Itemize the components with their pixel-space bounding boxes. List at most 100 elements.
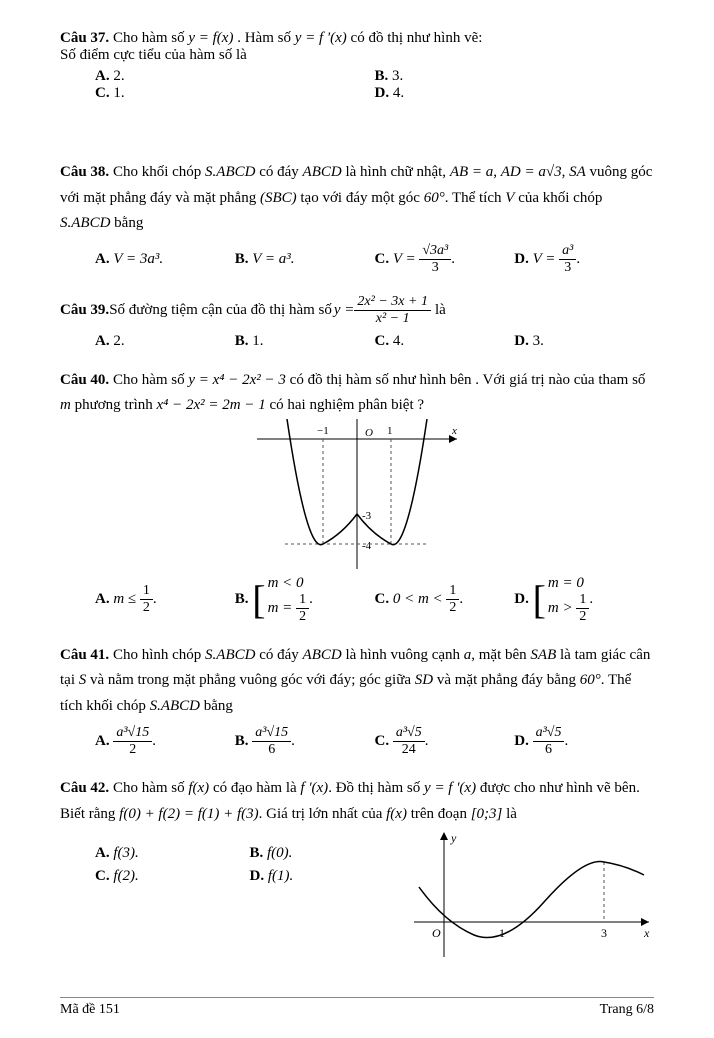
- label-b: B.: [235, 251, 249, 267]
- q42-e3: y = f '(x): [424, 780, 476, 796]
- q38-stem: Câu 38. Cho khối chóp S.ABCD có đáy ABCD…: [60, 160, 654, 237]
- label-d: D.: [514, 250, 529, 266]
- question-39: Câu 39. Số đường tiệm cận của đồ thị hàm…: [60, 294, 654, 350]
- q40-a-den: 2: [140, 600, 153, 616]
- q41-a-den: 2: [113, 742, 152, 758]
- q37-text2: . Hàm số: [237, 30, 295, 46]
- q40-d-top: m = 0: [548, 575, 589, 592]
- label-c: C.: [95, 868, 110, 884]
- q41-t3: là hình vuông cạnh: [342, 647, 464, 663]
- q40-b-pre: m =: [268, 599, 296, 615]
- q38-b-val: V = a³.: [252, 251, 294, 267]
- q38-t3: là hình chữ nhật,: [342, 164, 450, 180]
- q38-d-num: a³: [559, 243, 576, 260]
- q38-c-den: 3: [419, 260, 451, 276]
- q40-graph-wrap: O x −1 1 -3 -4: [60, 419, 654, 569]
- q41-b-den: 6: [252, 742, 291, 758]
- q37-opt-c: C. 1.: [95, 85, 375, 102]
- q42-a-val: f(3).: [113, 845, 138, 861]
- q40-t2: có đồ thị hàm số như hình bên . Với giá …: [286, 372, 645, 388]
- label-d: D.: [375, 85, 390, 101]
- q39-a-val: 2.: [113, 333, 124, 349]
- q42-t6: trên đoạn: [407, 806, 471, 822]
- label-c: C.: [375, 733, 390, 749]
- q42-e4: f(0) + f(2) = f(1) + f(3): [119, 806, 259, 822]
- q39-label: Câu 39.: [60, 302, 109, 319]
- q42-t1: Cho hàm số: [109, 780, 188, 796]
- q42-opt-c: C. f(2).: [95, 868, 250, 885]
- label-d: D.: [514, 591, 529, 608]
- label-b: B.: [235, 591, 249, 608]
- q38-opt-a: A. V = 3a³.: [95, 251, 235, 268]
- label-c: C.: [375, 591, 390, 607]
- q41-t4: , mặt bên: [471, 647, 530, 663]
- q41-opt-d: D. a³√56.: [514, 725, 654, 758]
- label-a: A.: [95, 591, 110, 607]
- q42-opt-b: B. f(0).: [250, 845, 405, 862]
- q39-den: x² − 1: [354, 311, 431, 327]
- q42-options: A. f(3). B. f(0). C. f(2). D. f(1).: [95, 845, 404, 885]
- label-b: B.: [250, 845, 264, 861]
- q40-c-num: 1: [446, 583, 459, 600]
- q42-O: O: [432, 926, 441, 940]
- q40-opt-d: D. [ m = 0 m > 12 .: [514, 575, 654, 625]
- q40-c-den: 2: [446, 600, 459, 616]
- q39-yeq: y =: [334, 302, 355, 319]
- q38-t7: tạo với đáy một góc: [297, 190, 424, 206]
- q40-b-num: 1: [296, 592, 309, 609]
- q40-stem: Câu 40. Cho hàm số y = x⁴ − 2x² − 3 có đ…: [60, 368, 654, 419]
- footer-right: Trang 6/8: [600, 1002, 654, 1018]
- q40-d-den: 2: [576, 609, 589, 625]
- q37-opt-d: D. 4.: [375, 85, 655, 102]
- q41-opt-c: C. a³√524.: [375, 725, 515, 758]
- q40-c-pre: 0 < m <: [393, 591, 447, 607]
- label-d: D.: [250, 868, 265, 884]
- label-d: D.: [514, 333, 529, 349]
- q41-t2: có đáy: [255, 647, 302, 663]
- q42-graph: y x O 1 3: [404, 827, 654, 967]
- q37-stem: Câu 37. Cho hàm số y = f(x) . Hàm số y =…: [60, 30, 654, 47]
- q40-opt-b: B. [ m < 0 m = 12 .: [235, 575, 375, 625]
- q40-b-top: m < 0: [268, 575, 309, 592]
- q40-opt-a: A. m ≤ 12.: [95, 583, 235, 616]
- q39-stem: Câu 39. Số đường tiệm cận của đồ thị hàm…: [60, 294, 654, 327]
- q41-stem: Câu 41. Cho hình chóp S.ABCD có đáy ABCD…: [60, 643, 654, 720]
- q40-e3: x⁴ − 2x² = 2m − 1: [157, 397, 266, 413]
- q42-graph-wrap: y x O 1 3: [404, 827, 654, 967]
- q37-b-val: 3.: [392, 68, 403, 84]
- footer-left: Mã đề 151: [60, 1002, 120, 1018]
- q37-line2: Số điểm cực tiểu của hàm số là: [60, 47, 654, 64]
- q42-e2: f '(x): [300, 780, 328, 796]
- q39-t2: là: [435, 302, 446, 319]
- q40-d-num: 1: [576, 592, 589, 609]
- q38-e7: 60°: [424, 190, 445, 206]
- q38-e4: AD = a√3: [501, 164, 562, 180]
- q38-t9: của khối chóp: [514, 190, 602, 206]
- q41-d-num: a³√5: [533, 725, 565, 742]
- q37-opt-b: B. 3.: [375, 68, 655, 85]
- q37-c-val: 1.: [113, 85, 124, 101]
- q39-num: 2x² − 3x + 1: [354, 294, 431, 311]
- label-a: A.: [95, 733, 110, 749]
- q40-e1: y = x⁴ − 2x² − 3: [188, 372, 286, 388]
- q38-a-val: V = 3a³.: [113, 251, 163, 267]
- q42-opt-a: A. f(3).: [95, 845, 250, 862]
- q42-y-label: y: [450, 831, 457, 845]
- q38-e3: AB = a: [450, 164, 493, 180]
- svg-text:1: 1: [387, 425, 393, 437]
- q42-e5: f(x): [386, 806, 407, 822]
- q40-t3: phương trình: [71, 397, 157, 413]
- q39-opt-d: D. 3.: [514, 333, 654, 350]
- q42-label: Câu 42.: [60, 780, 109, 796]
- q37-a-val: 2.: [113, 68, 124, 84]
- q37-eq2: y = f '(x): [295, 30, 347, 46]
- q42-opt-d: D. f(1).: [250, 868, 405, 885]
- q41-b-num: a³√15: [252, 725, 291, 742]
- q38-c-num: √3a³: [419, 243, 451, 260]
- q41-t1: Cho hình chóp: [109, 647, 205, 663]
- q38-label: Câu 38.: [60, 164, 109, 180]
- q37-text3: có đồ thị như hình vẽ:: [351, 30, 483, 46]
- svg-text:3: 3: [601, 926, 607, 940]
- label-a: A.: [95, 68, 110, 84]
- q41-t7: và mặt phẳng đáy bằng: [433, 672, 580, 688]
